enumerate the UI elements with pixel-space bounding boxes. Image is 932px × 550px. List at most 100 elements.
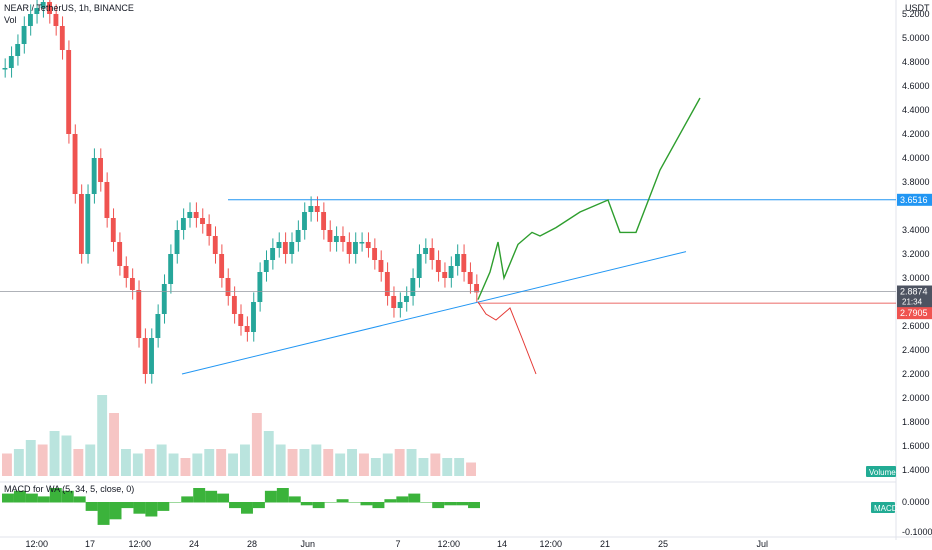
stop-badge-bg bbox=[897, 307, 932, 320]
candle-body bbox=[27, 14, 33, 26]
candle-body bbox=[47, 2, 52, 14]
candle-body bbox=[346, 242, 352, 254]
macd-histogram-bar bbox=[252, 502, 265, 509]
vol-label: Vol bbox=[4, 15, 17, 25]
volume-bars bbox=[2, 395, 476, 476]
volume-bar bbox=[394, 449, 405, 476]
volume-bar bbox=[287, 449, 298, 476]
macd-histogram-bar bbox=[396, 496, 409, 503]
time-tick-label: 14 bbox=[497, 539, 507, 549]
macd-histogram-bar bbox=[49, 488, 62, 503]
current-price-badge-bg bbox=[897, 285, 932, 308]
price-tick-label: 4.0000 bbox=[902, 153, 930, 163]
macd-label: MACD for WA (5, 34, 5, close, 0) bbox=[4, 484, 134, 494]
time-tick-label: 7 bbox=[396, 539, 401, 549]
candle-body bbox=[8, 56, 14, 68]
volume-bar bbox=[2, 453, 12, 476]
candle-body bbox=[117, 242, 123, 266]
candle-body bbox=[206, 224, 212, 236]
macd-histogram-bar bbox=[241, 502, 253, 514]
candle-body bbox=[257, 272, 263, 302]
candle-body bbox=[149, 338, 154, 374]
time-tick-label: 12:00 bbox=[438, 539, 461, 549]
price-tick-label: 1.8000 bbox=[902, 417, 930, 427]
candle-body bbox=[359, 242, 365, 244]
candle-body bbox=[238, 314, 244, 326]
candle-body bbox=[168, 254, 174, 284]
candle-body bbox=[461, 254, 467, 272]
volume-bar bbox=[466, 462, 476, 476]
candle-body bbox=[429, 248, 435, 260]
candle-body bbox=[193, 212, 199, 218]
price-tick-label: 5.2000 bbox=[902, 9, 930, 19]
time-axis[interactable]: 12:00 17 12:00 24 28 Jun 7 12:00 14 12:00 21 25 Jul bbox=[0, 536, 932, 549]
price-tick-label: 2.6000 bbox=[902, 321, 930, 331]
candle-body bbox=[225, 278, 231, 296]
price-tick-label: 1.4000 bbox=[902, 465, 930, 475]
volume-bar bbox=[382, 453, 393, 476]
price-tick-label: 4.4000 bbox=[902, 105, 930, 115]
candle-body bbox=[276, 242, 282, 248]
macd-badge: MACD bbox=[874, 504, 898, 513]
candle-body bbox=[295, 230, 301, 242]
candle-body bbox=[142, 338, 148, 374]
candle-body bbox=[53, 14, 59, 26]
volume-bar bbox=[61, 435, 72, 476]
candle-body bbox=[187, 212, 193, 218]
candle-body bbox=[180, 218, 186, 230]
volume-bar bbox=[13, 449, 24, 476]
time-tick-label: Jul bbox=[757, 539, 769, 549]
volume-bar bbox=[109, 413, 119, 476]
candle-body bbox=[270, 248, 276, 260]
volume-badge-bg bbox=[866, 466, 896, 477]
candlestick-series[interactable] bbox=[2, 0, 480, 384]
volume-badge: Volume bbox=[869, 468, 896, 477]
candle-body bbox=[161, 284, 167, 314]
current-price-badge: 2.8874 bbox=[900, 287, 928, 297]
candle-body bbox=[333, 236, 339, 242]
candle-body bbox=[21, 26, 27, 44]
candle-body bbox=[66, 50, 72, 134]
price-tick-label: 3.8000 bbox=[902, 177, 930, 187]
candle-body bbox=[40, 2, 46, 8]
volume-bar bbox=[180, 458, 191, 476]
candle-body bbox=[110, 218, 116, 242]
candle-body bbox=[302, 212, 307, 230]
macd-badge-bg bbox=[871, 502, 895, 513]
macd-histogram-bar bbox=[456, 502, 469, 506]
candle-body bbox=[378, 260, 384, 272]
volume-bar bbox=[204, 449, 215, 476]
macd-histogram-bar bbox=[85, 502, 98, 511]
macd-histogram-bar bbox=[97, 502, 110, 525]
candle-body bbox=[397, 302, 403, 308]
price-tick-label: 4.8000 bbox=[902, 57, 930, 67]
resistance-badge-bg bbox=[897, 193, 932, 206]
macd-histogram-bar bbox=[324, 502, 337, 503]
bullish-projection bbox=[477, 97, 701, 300]
volume-bar bbox=[347, 449, 357, 476]
macd-histogram-bar bbox=[288, 496, 301, 503]
macd-histogram-bar bbox=[25, 493, 38, 503]
candle-body bbox=[219, 254, 225, 278]
candle-body bbox=[448, 266, 454, 278]
drawing-lines[interactable] bbox=[0, 97, 896, 375]
candle-body bbox=[155, 314, 161, 338]
candle-body bbox=[136, 290, 142, 338]
price-tick-label: 3.2000 bbox=[902, 249, 930, 259]
candle-body bbox=[423, 248, 429, 254]
macd-histogram-bar bbox=[181, 496, 194, 503]
bearish-projection bbox=[477, 301, 537, 375]
price-tick-label: 5.0000 bbox=[902, 33, 930, 43]
macd-histogram-bar bbox=[133, 502, 146, 514]
time-tick-label: 28 bbox=[247, 539, 257, 549]
candle-body bbox=[340, 236, 346, 242]
candle-body bbox=[78, 194, 84, 254]
time-tick-label: 24 bbox=[189, 539, 199, 549]
price-axis[interactable]: 5.2000 5.0000 4.8000 4.6000 4.4000 4.2000 4.00… bbox=[895, 0, 930, 540]
candle-body bbox=[455, 254, 460, 266]
volume-bar bbox=[454, 458, 465, 476]
candle-body bbox=[34, 8, 40, 14]
candle-body bbox=[314, 206, 320, 212]
